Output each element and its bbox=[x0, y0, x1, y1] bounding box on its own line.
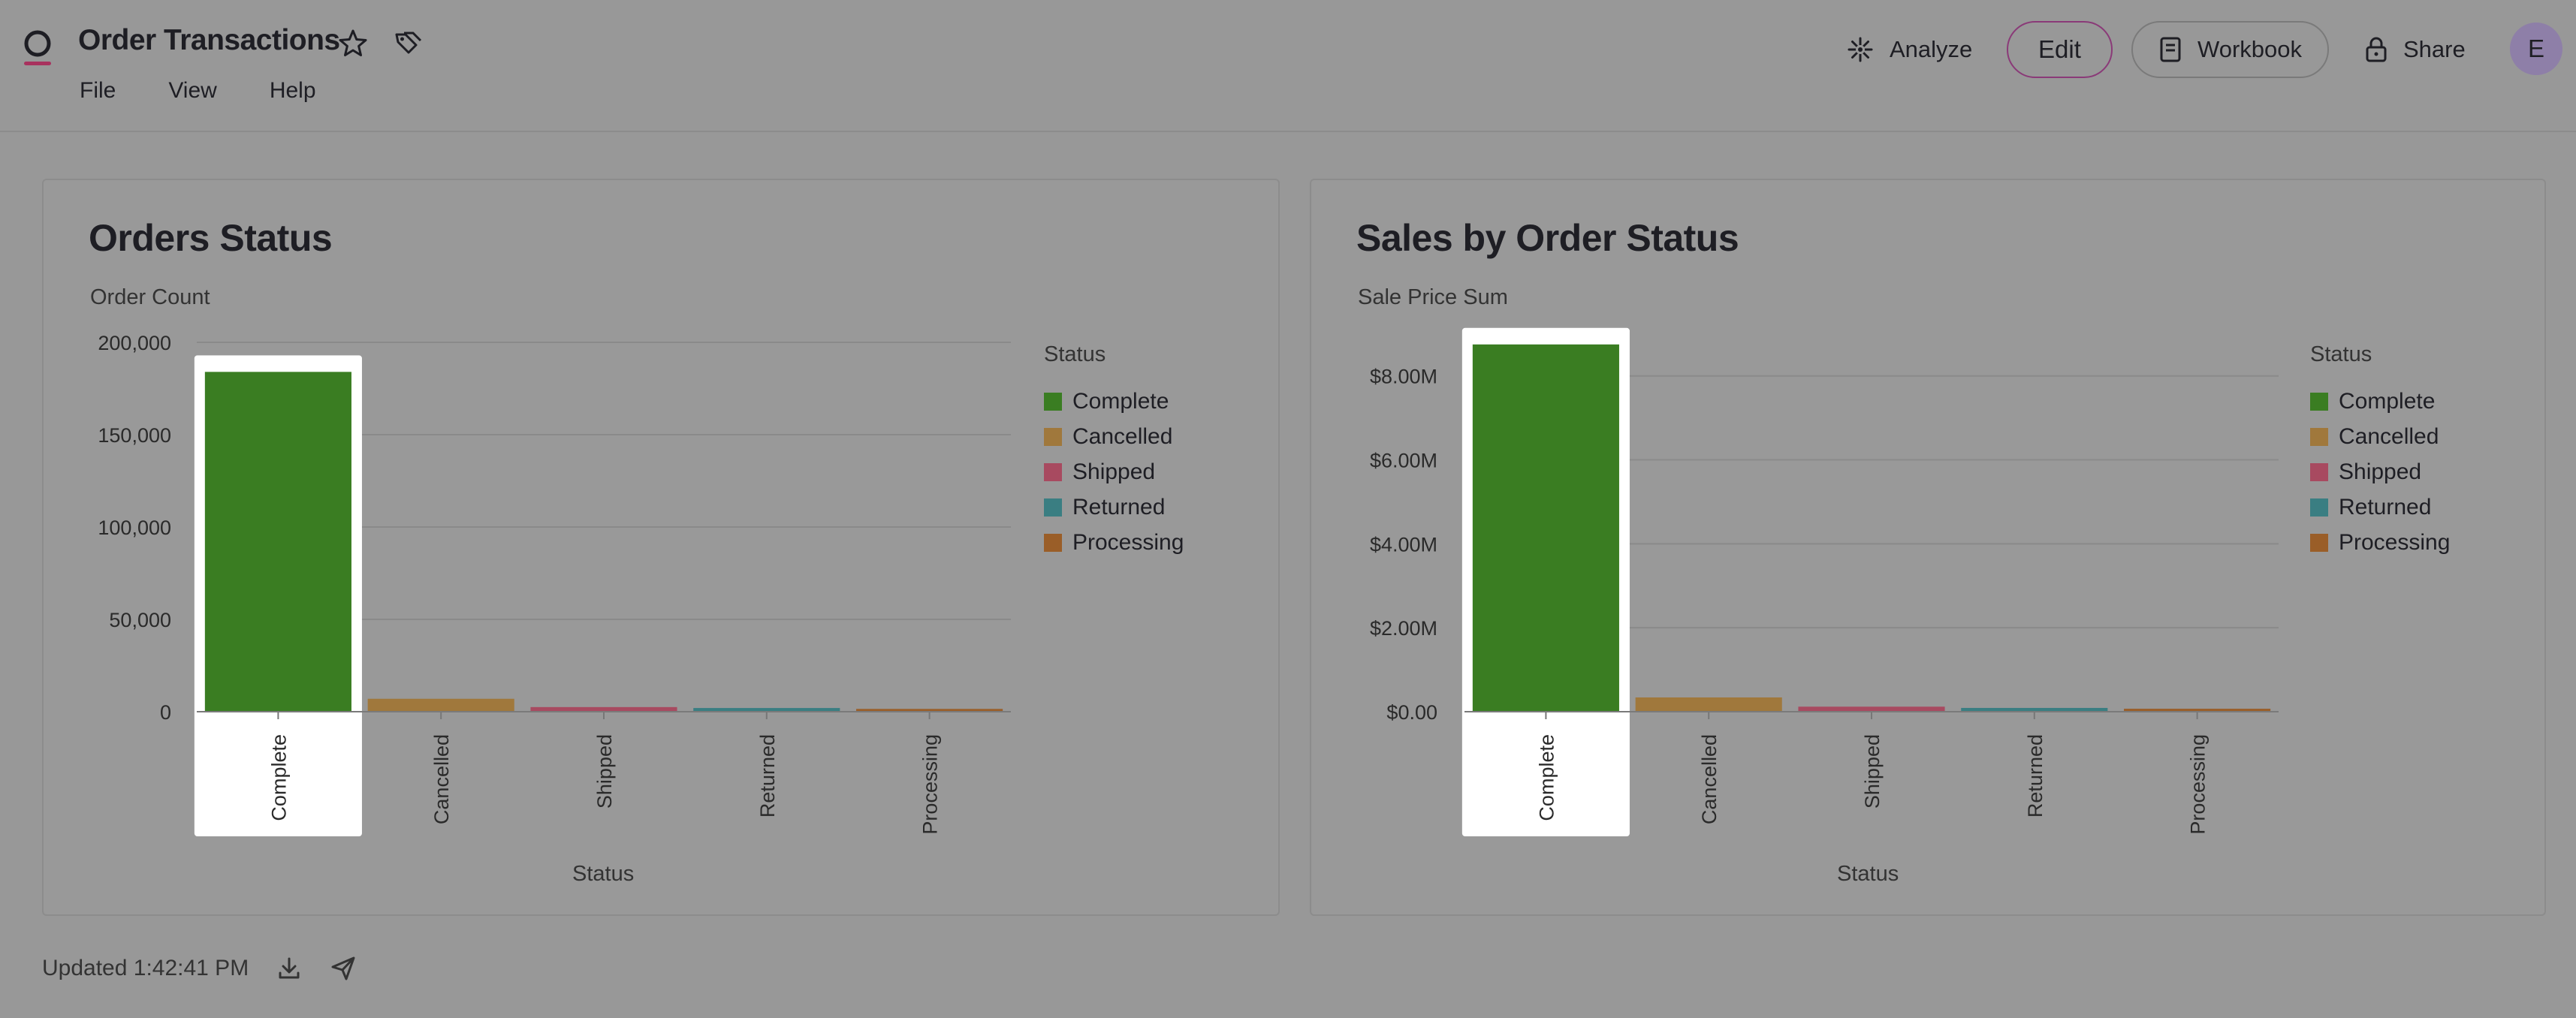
share-button[interactable]: Share bbox=[2364, 21, 2466, 78]
bar-cancelled[interactable] bbox=[1635, 697, 1782, 712]
y-tick-label: $4.00M bbox=[1370, 533, 1437, 556]
send-icon[interactable] bbox=[330, 955, 357, 982]
bar-complete[interactable] bbox=[1472, 344, 1619, 712]
updated-timestamp: Updated 1:42:41 PM bbox=[42, 956, 249, 980]
legend-item-processing[interactable]: Processing bbox=[1044, 525, 1184, 560]
workbook-label: Workbook bbox=[2197, 36, 2302, 62]
x-tick-label-processing: Processing bbox=[2187, 734, 2210, 835]
chart-legend: Status Complete Cancelled Shipped Return… bbox=[2310, 342, 2450, 560]
x-axis-title: Status bbox=[1837, 862, 1899, 886]
legend-item-returned[interactable]: Returned bbox=[1044, 489, 1184, 525]
legend-title: Status bbox=[2310, 342, 2372, 366]
y-tick-label: 200,000 bbox=[98, 332, 171, 354]
orders-status-chart: 0 50,000 100,000 150,000 200,000 Complete Canc… bbox=[98, 332, 1011, 836]
chart-legend: Status Complete Cancelled Shipped Return… bbox=[1044, 342, 1184, 560]
y-axis-label: Sale Price Sum bbox=[1358, 285, 1508, 309]
top-bar: Order Transactions File View Help Analyz… bbox=[0, 0, 2576, 132]
legend-item-cancelled[interactable]: Cancelled bbox=[1044, 419, 1184, 454]
menu-file[interactable]: File bbox=[80, 78, 116, 103]
legend-item-shipped[interactable]: Shipped bbox=[1044, 454, 1184, 489]
sparkle-icon bbox=[1848, 37, 1873, 62]
x-tick-label-complete: Complete bbox=[267, 734, 290, 821]
legend-item-returned[interactable]: Returned bbox=[2310, 489, 2450, 525]
x-tick-label-returned: Returned bbox=[2024, 734, 2047, 818]
y-tick-label: $8.00M bbox=[1370, 366, 1437, 388]
download-icon[interactable] bbox=[276, 955, 303, 982]
sales-by-status-panel: Sales by Order Status Sale Price Sum $0.… bbox=[1310, 179, 2546, 916]
bar-processing[interactable] bbox=[856, 709, 1003, 712]
menu-bar: File View Help bbox=[80, 78, 369, 104]
x-tick-label-complete: Complete bbox=[1535, 734, 1558, 821]
y-axis-label: Order Count bbox=[90, 285, 210, 309]
lock-icon bbox=[2366, 37, 2387, 62]
y-tick-label: 150,000 bbox=[98, 424, 171, 447]
bar-shipped[interactable] bbox=[1798, 706, 1945, 712]
x-tick-label-cancelled: Cancelled bbox=[1698, 734, 1721, 824]
legend-item-cancelled[interactable]: Cancelled bbox=[2310, 419, 2450, 454]
bar-shipped[interactable] bbox=[530, 706, 677, 712]
tag-icon[interactable] bbox=[391, 27, 424, 60]
y-tick-label: 0 bbox=[160, 701, 171, 724]
app-logo-icon[interactable] bbox=[21, 29, 54, 69]
x-tick-label-returned: Returned bbox=[756, 734, 779, 818]
footer: Updated 1:42:41 PM bbox=[42, 955, 357, 982]
legend-item-complete[interactable]: Complete bbox=[1044, 384, 1184, 419]
star-icon[interactable] bbox=[336, 27, 370, 60]
edit-label: Edit bbox=[2038, 35, 2081, 63]
y-tick-label: $6.00M bbox=[1370, 450, 1437, 472]
sales-by-status-chart: $0.00 $2.00M $4.00M $6.00M $8.00M Complete Can… bbox=[1370, 327, 2279, 836]
x-axis-title: Status bbox=[572, 862, 635, 886]
bar-complete[interactable] bbox=[204, 372, 351, 712]
y-tick-label: $0.00 bbox=[1386, 701, 1437, 724]
x-tick-label-processing: Processing bbox=[919, 734, 942, 835]
bar-processing[interactable] bbox=[2124, 709, 2271, 712]
orders-status-panel: Orders Status Order Count 0 50,000 100,000… bbox=[42, 179, 1280, 916]
y-tick-label: 50,000 bbox=[109, 609, 171, 631]
analyze-label: Analyze bbox=[1890, 36, 1973, 62]
workbook-button[interactable]: Workbook bbox=[2131, 21, 2329, 78]
panel-title: Sales by Order Status bbox=[1356, 217, 1739, 259]
panel-title: Orders Status bbox=[89, 217, 333, 259]
legend-item-processing[interactable]: Processing bbox=[2310, 525, 2450, 560]
legend-item-complete[interactable]: Complete bbox=[2310, 384, 2450, 419]
menu-view[interactable]: View bbox=[168, 78, 217, 103]
analyze-button[interactable]: Analyze bbox=[1846, 21, 1972, 78]
bar-returned[interactable] bbox=[693, 708, 840, 712]
y-tick-label: $2.00M bbox=[1370, 617, 1437, 640]
bar-returned[interactable] bbox=[1961, 707, 2108, 712]
workbook-icon bbox=[2160, 37, 2181, 62]
x-tick-label-shipped: Shipped bbox=[1861, 734, 1884, 809]
page-title[interactable]: Order Transactions bbox=[78, 24, 340, 56]
x-tick-label-cancelled: Cancelled bbox=[430, 734, 453, 824]
legend-title: Status bbox=[1044, 342, 1106, 366]
menu-help[interactable]: Help bbox=[269, 78, 316, 103]
legend-item-shipped[interactable]: Shipped bbox=[2310, 454, 2450, 489]
bar-cancelled[interactable] bbox=[367, 698, 514, 712]
y-tick-label: 100,000 bbox=[98, 517, 171, 539]
share-label: Share bbox=[2403, 36, 2466, 62]
edit-button[interactable]: Edit bbox=[2007, 21, 2113, 78]
x-tick-label-shipped: Shipped bbox=[593, 734, 616, 809]
avatar[interactable]: E bbox=[2510, 23, 2562, 75]
